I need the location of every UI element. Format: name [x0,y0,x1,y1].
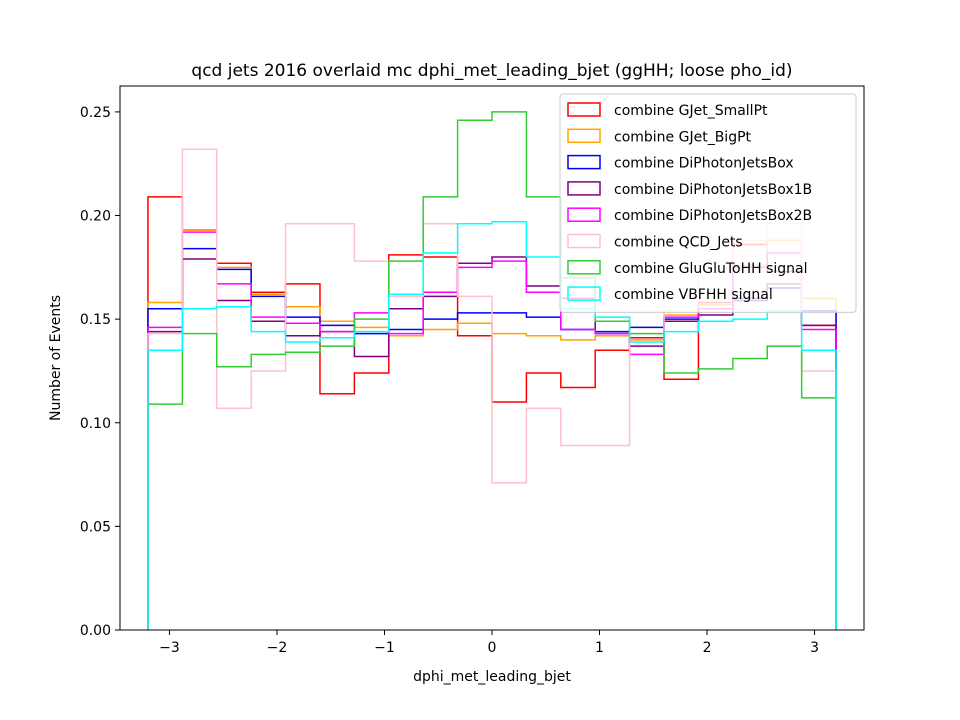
legend-label: combine GJet_BigPt [614,129,752,145]
y-tick-label: 0.25 [80,105,111,121]
x-tick-label: 1 [595,640,604,656]
x-axis: −3 −2 −1 0 1 2 3 [159,630,819,656]
x-tick-label: 3 [810,640,819,656]
x-axis-label: dphi_met_leading_bjet [413,669,571,685]
legend-label: combine DiPhotonJetsBox1B [614,182,812,198]
legend-swatch [567,154,601,170]
legend-label: combine VBFHH signal [614,287,773,303]
chart-title: qcd jets 2016 overlaid mc dphi_met_leadi… [191,61,792,81]
x-tick-label: 0 [488,640,497,656]
y-tick-label: 0.05 [80,519,111,535]
legend-swatch [567,102,601,117]
y-tick-label: 0.15 [80,312,111,328]
y-axis: 0.00 0.05 0.10 0.15 0.20 0.25 [80,105,120,639]
y-tick-label: 0.20 [80,209,111,225]
histogram-series-7 [147,111,837,630]
legend-label: combine GJet_SmallPt [614,103,768,119]
y-tick-label: 0.00 [80,623,111,639]
x-tick-label: −1 [374,640,395,656]
x-tick-label: −2 [267,640,288,656]
y-axis-label: Number of Events [48,295,64,421]
legend-swatch [567,286,601,301]
legend-label: combine GluGluToHH signal [614,261,808,277]
legend-swatch [567,233,601,249]
legend-swatch [567,260,601,275]
histogram-series-8 [147,220,837,630]
legend-swatch [567,181,601,196]
legend-swatch [567,128,601,144]
x-tick-label: −3 [159,640,180,656]
legend-label: combine QCD_Jets [614,235,743,251]
legend-label: combine DiPhotonJetsBox [614,156,794,172]
y-tick-label: 0.10 [80,416,111,432]
legend-label: combine DiPhotonJetsBox2B [614,208,812,224]
legend-frame [559,93,857,313]
plot-area [119,85,865,631]
x-tick-label: 2 [703,640,712,656]
legend-swatch [567,207,601,222]
